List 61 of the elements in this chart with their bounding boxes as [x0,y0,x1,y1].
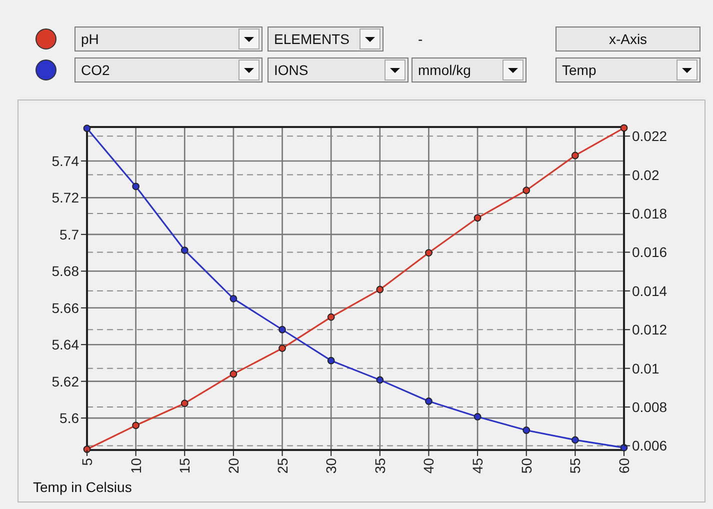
point [571,436,579,444]
y2-tick-label: 0.008 [632,399,668,416]
point [522,186,530,194]
y2-tick-label: 0.014 [632,282,668,299]
x-tick-label: 25 [274,458,290,474]
x-tick-label: 45 [470,458,486,474]
y-tick-label: 5.64 [52,336,80,353]
point [425,249,432,256]
x-axis-title: Temp in Celsius [33,479,132,495]
y-tick-label: 5.66 [52,300,80,316]
x-tick-label: 40 [420,458,437,474]
y-tick-label: 5.62 [52,373,80,390]
point [278,326,286,334]
point [180,400,188,408]
x-tick-label: 60 [616,458,632,474]
x-tick-label: 10 [128,458,144,474]
point [620,124,628,132]
y2-tick-label: 0.012 [632,322,668,338]
point [230,294,238,302]
point [376,286,384,294]
y2-tick-label: 0.022 [632,128,668,144]
y2-tick-label: 0.016 [632,244,668,260]
y2-tick-label: 0.02 [632,166,660,183]
point [230,370,238,378]
y-tick-label: 5.7 [60,226,80,242]
text: IONS [274,62,308,78]
point [180,246,188,254]
x-tick-label: 50 [518,458,534,474]
point [474,413,482,420]
text: Temp [562,62,596,78]
point [132,182,140,190]
point [425,398,432,405]
point [571,152,579,160]
text: - [418,31,423,47]
point [83,124,91,132]
y2-tick-label: 0.006 [632,438,668,454]
x-tick-label: 15 [176,458,193,474]
y-tick-label: 5.72 [52,190,80,206]
text: x-Axis [608,31,648,47]
x-tick-label: 5 [79,458,95,466]
point [327,313,335,321]
text: ELEMENTS [274,31,350,47]
point [522,426,530,434]
y-tick-label: 5.74 [52,152,80,169]
y-tick-label: 5.6 [60,410,80,426]
point [132,422,140,430]
x-tick-label: 55 [567,458,584,474]
x-tick-label: 30 [323,458,340,474]
point [376,376,384,384]
point [474,214,482,222]
x-tick-label: 20 [225,458,242,474]
point [327,356,335,364]
point [83,446,91,453]
x-tick-label: 35 [372,458,388,474]
point [278,344,286,352]
text: mmol/kg [418,62,471,78]
legend-label: pH [81,31,99,47]
y2-tick-label: 0.018 [632,206,668,222]
y-tick-label: 5.68 [52,263,80,280]
legend-label: CO2 [81,62,110,78]
y2-tick-label: 0.01 [632,360,660,376]
